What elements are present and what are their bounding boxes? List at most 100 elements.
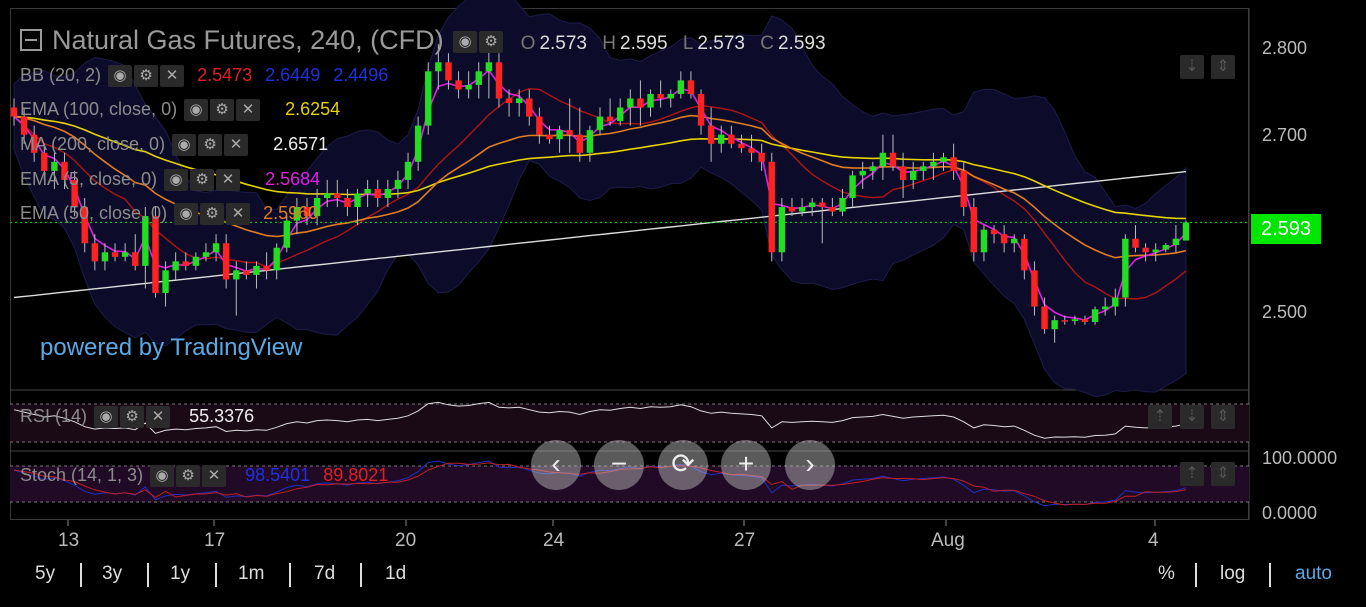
ohlc-open: 2.573 xyxy=(539,33,587,54)
tradingview-watermark[interactable]: powered by TradingView xyxy=(40,334,303,361)
candle-body xyxy=(162,270,169,293)
legend-rsi[interactable]: RSI (14) ◉ ⚙ ✕ 55.3376 xyxy=(20,406,254,429)
osc-tick-100: 100.0000 xyxy=(1262,448,1338,468)
eye-icon[interactable]: ◉ xyxy=(164,169,189,192)
candle-body xyxy=(546,134,553,140)
candle-body xyxy=(1162,245,1169,250)
move-down-icon[interactable]: ⇣ xyxy=(1180,405,1204,429)
candle-body xyxy=(111,252,119,257)
candle-body xyxy=(697,93,705,126)
range-7d[interactable]: 7d xyxy=(314,563,336,584)
eye-icon[interactable]: ◉ xyxy=(174,203,199,226)
legend-ema-fast[interactable]: EMA (5, close, 0) ◉ ⚙ ✕ 2.5684 xyxy=(20,169,320,192)
candle-body xyxy=(132,252,139,266)
gear-icon[interactable]: ⚙ xyxy=(479,30,504,53)
close-icon[interactable]: ✕ xyxy=(160,65,185,88)
close-icon[interactable]: ✕ xyxy=(216,169,241,192)
percent-scale-button[interactable]: % xyxy=(1158,563,1175,584)
candle-body xyxy=(1011,238,1018,244)
candle-body xyxy=(273,247,280,271)
eye-icon[interactable]: ◉ xyxy=(172,134,197,157)
legend-ema100[interactable]: EMA (100, close, 0) ◉ ⚙ ✕ 2.6254 xyxy=(20,99,340,122)
scroll-right-button[interactable]: › xyxy=(785,440,835,490)
gear-icon[interactable]: ⚙ xyxy=(120,406,145,429)
move-up-icon[interactable]: ⇡ xyxy=(1180,462,1204,486)
candle-body xyxy=(20,116,28,135)
range-1m[interactable]: 1m xyxy=(238,563,265,584)
scroll-left-button[interactable]: ‹ xyxy=(531,440,581,490)
eye-icon[interactable]: ◉ xyxy=(453,30,478,53)
candle-body xyxy=(374,188,381,198)
candle-body xyxy=(354,193,361,208)
ma200-label: MA (200, close, 0) xyxy=(20,134,166,154)
log-scale-button[interactable]: log xyxy=(1220,563,1246,584)
candle-body xyxy=(627,98,634,108)
candle-body xyxy=(253,265,260,275)
legend-bb[interactable]: BB (20, 2) ◉ ⚙ ✕ 2.5473 2.6449 2.4496 xyxy=(20,65,388,88)
legend-stoch[interactable]: Stoch (14, 1, 3) ◉ ⚙ ✕ 98.5401 89.8021 xyxy=(20,465,388,488)
range-1d[interactable]: 1d xyxy=(385,563,407,584)
candle-body xyxy=(778,207,786,253)
eye-icon[interactable]: ◉ xyxy=(94,406,119,429)
move-up-icon[interactable]: ⇡ xyxy=(1148,405,1172,429)
close-icon[interactable]: ✕ xyxy=(236,99,261,122)
candle-body xyxy=(51,161,58,171)
ema-fast-label: EMA (5, close, 0) xyxy=(20,169,158,189)
candle-body xyxy=(1091,309,1099,322)
close-icon[interactable]: ✕ xyxy=(202,465,227,488)
candle-body xyxy=(455,80,462,90)
candle-body xyxy=(172,261,179,271)
candle-body xyxy=(677,80,685,94)
zoom-in-button[interactable]: + xyxy=(721,440,771,490)
close-icon[interactable]: ✕ xyxy=(146,406,171,429)
legend-ma200[interactable]: MA (200, close, 0) ◉ ⚙ ✕ 2.6571 xyxy=(20,134,329,157)
ma200-value: 2.6571 xyxy=(273,134,329,154)
candle-body xyxy=(839,198,846,212)
maximize-icon[interactable]: ⇕ xyxy=(1211,462,1235,486)
ema50-value: 2.5960 xyxy=(263,203,319,223)
gear-icon[interactable]: ⚙ xyxy=(200,203,225,226)
candle-body xyxy=(1031,270,1038,307)
reset-chart-button[interactable]: ⟳ xyxy=(658,440,708,490)
eye-icon[interactable]: ◉ xyxy=(108,65,133,88)
gear-icon[interactable]: ⚙ xyxy=(134,65,159,88)
candle-body xyxy=(849,175,856,198)
eye-icon[interactable]: ◉ xyxy=(150,465,175,488)
legend-ema50[interactable]: EMA (50, close, 0) ◉ ⚙ ✕ 2.5960 xyxy=(20,203,319,226)
range-1y[interactable]: 1y xyxy=(170,563,191,584)
rsi-line xyxy=(13,401,1187,439)
candle-body xyxy=(1132,238,1139,248)
candle-body xyxy=(910,170,917,180)
gear-icon[interactable]: ⚙ xyxy=(176,465,201,488)
range-5y[interactable]: 5y xyxy=(35,563,56,584)
candle-body xyxy=(384,188,392,198)
bb-label: BB (20, 2) xyxy=(20,65,102,85)
candle-body xyxy=(1081,319,1089,322)
maximize-icon[interactable]: ⇕ xyxy=(1211,55,1235,79)
auto-scale-button[interactable]: auto xyxy=(1295,563,1332,584)
eye-icon[interactable]: ◉ xyxy=(184,99,209,122)
candle-body xyxy=(81,207,88,244)
candle-body xyxy=(1061,320,1068,322)
candle-body xyxy=(960,170,967,208)
candle-body xyxy=(1122,238,1129,298)
close-icon[interactable]: ✕ xyxy=(226,203,251,226)
zoom-out-button[interactable]: − xyxy=(594,440,644,490)
gear-icon[interactable]: ⚙ xyxy=(198,134,223,157)
candle-body xyxy=(707,125,715,144)
candle-body xyxy=(243,270,250,275)
close-icon[interactable]: ✕ xyxy=(224,134,249,157)
ohlc-readout: O 2.573 H 2.595 L 2.573 C 2.593 xyxy=(521,33,836,54)
ma200-line xyxy=(13,170,1187,299)
maximize-icon[interactable]: ⇕ xyxy=(1211,405,1235,429)
scroll-down-icon[interactable]: ⇣ xyxy=(1180,55,1204,79)
collapse-icon[interactable] xyxy=(20,29,42,51)
gear-icon[interactable]: ⚙ xyxy=(210,99,235,122)
candle-body xyxy=(536,116,543,135)
gear-icon[interactable]: ⚙ xyxy=(190,169,215,192)
time-tick-27: 27 xyxy=(734,530,756,551)
range-3y[interactable]: 3y xyxy=(102,563,123,584)
candle-body xyxy=(758,152,765,162)
candle-body xyxy=(596,116,604,131)
